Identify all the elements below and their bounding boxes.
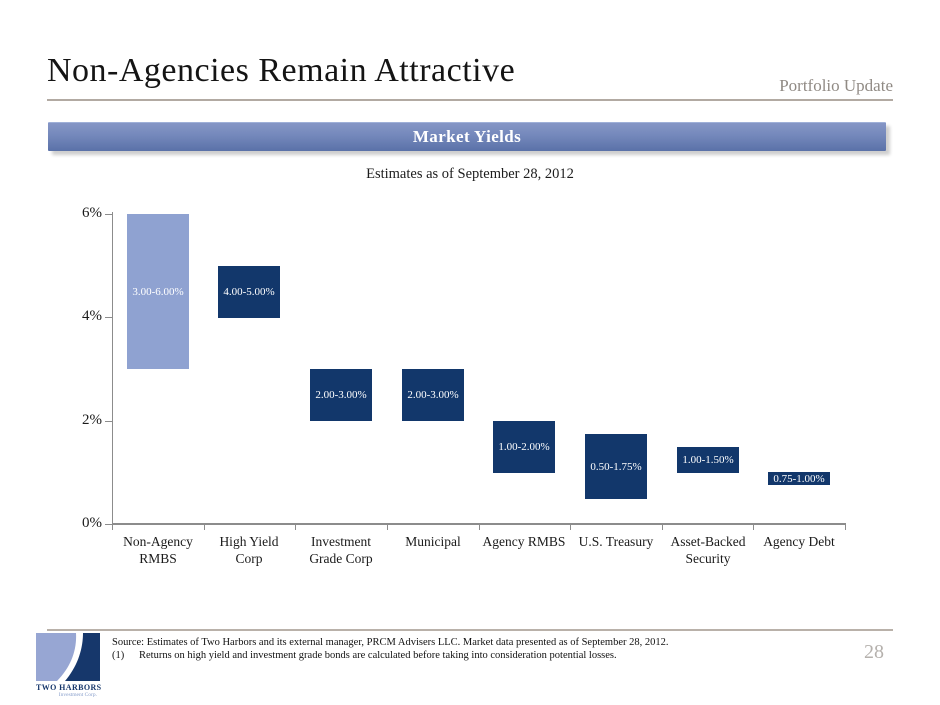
x-axis-tick <box>845 525 846 530</box>
x-axis-tick <box>112 525 113 530</box>
x-axis-tick <box>753 525 754 530</box>
category-label-investment-grade-corp: Investment Grade Corp <box>309 534 373 566</box>
category-label-asset-backed-security: Asset-Backed Security <box>670 534 746 566</box>
y-tick-label: 0% <box>82 515 102 531</box>
category-label-non-agency-rmbs: Non-Agency RMBS <box>123 534 193 566</box>
bar-investment-grade-corp: 2.00-3.00% <box>310 369 372 421</box>
logo-wordmark: TWO HARBORS <box>36 683 102 692</box>
page-number: 28 <box>864 641 884 663</box>
bar-value-label: 2.00-3.00% <box>407 389 459 401</box>
chart-title: Market Yields <box>412 127 522 146</box>
bar-high-yield-corp: 4.00-5.00% <box>218 266 280 318</box>
y-axis-tick <box>105 317 112 318</box>
company-logo: TWO HARBORS Investment Corp. <box>36 633 102 698</box>
y-tick-label: 2% <box>82 412 102 428</box>
footnote-block: Source: Estimates of Two Harbors and its… <box>112 636 812 662</box>
footnote-text: Returns on high yield and investment gra… <box>139 650 617 661</box>
bar-value-label: 0.50-1.75% <box>590 460 642 473</box>
footnote-1: (1) Returns on high yield and investment… <box>112 649 812 662</box>
bar-value-label: 0.75-1.00% <box>773 472 825 485</box>
category-label-municipal: Municipal <box>405 534 461 549</box>
bar-value-label: 3.00-6.00% <box>132 285 184 298</box>
x-axis <box>112 523 846 525</box>
x-axis-tick <box>387 525 388 530</box>
x-axis-tick <box>204 525 205 530</box>
x-axis-tick <box>662 525 663 530</box>
category-label-agency-debt: Agency Debt <box>763 534 835 549</box>
two-harbors-logo-icon <box>36 633 100 681</box>
title-divider <box>47 99 893 101</box>
y-axis-tick <box>105 214 112 215</box>
footer-divider <box>47 629 893 631</box>
bar-non-agency-rmbs: 3.00-6.00% <box>127 214 189 369</box>
category-label-high-yield-corp: High Yield Corp <box>219 534 279 566</box>
category-label-agency-rmbs: Agency RMBS <box>482 534 566 549</box>
bar-value-label: 4.00-5.00% <box>223 286 275 298</box>
x-axis-tick <box>295 525 296 530</box>
x-axis-tick <box>479 525 480 530</box>
category-label-u-s-treasury: U.S. Treasury <box>578 534 654 549</box>
footnote-marker: (1) <box>112 650 125 661</box>
y-tick-label: 4% <box>82 308 102 324</box>
logo-subtext: Investment Corp. <box>58 692 97 698</box>
section-label: Portfolio Update <box>779 76 893 95</box>
x-axis-tick <box>570 525 571 530</box>
bar-u-s-treasury: 0.50-1.75% <box>585 434 647 499</box>
y-axis-tick <box>105 421 112 422</box>
bar-agency-rmbs: 1.00-2.00% <box>493 421 555 473</box>
source-note: Source: Estimates of Two Harbors and its… <box>112 637 669 648</box>
bar-asset-backed-security: 1.00-1.50% <box>677 447 739 473</box>
y-tick-label: 6% <box>82 205 102 221</box>
page-title: Non-Agencies Remain Attractive <box>47 52 516 89</box>
bar-value-label: 1.00-2.00% <box>498 441 550 453</box>
bar-value-label: 1.00-1.50% <box>682 454 734 466</box>
bar-value-label: 2.00-3.00% <box>315 389 367 401</box>
chart-subtitle: Estimates as of September 28, 2012 <box>366 166 574 182</box>
bar-municipal: 2.00-3.00% <box>402 369 464 421</box>
chart-title-banner: Market Yields <box>48 122 886 151</box>
y-axis <box>112 212 113 525</box>
y-axis-tick <box>105 524 112 525</box>
bar-agency-debt: 0.75-1.00% <box>768 472 830 485</box>
